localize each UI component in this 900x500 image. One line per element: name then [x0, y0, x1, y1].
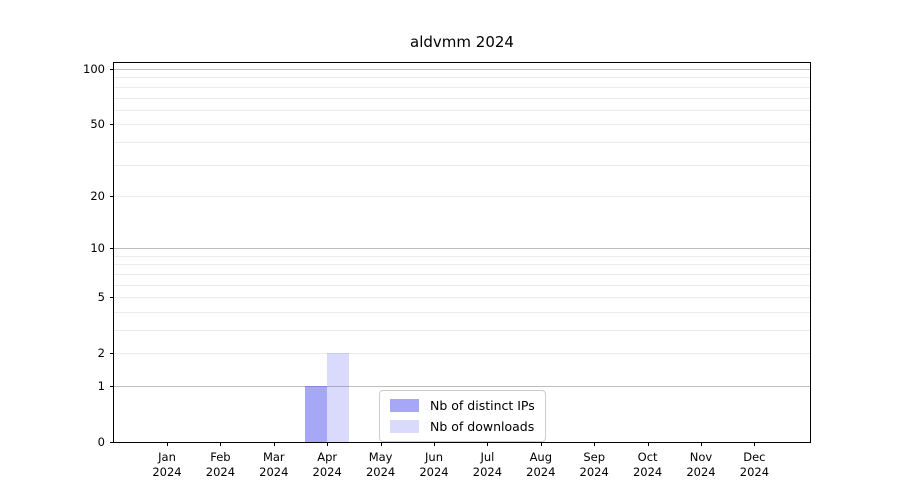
x-tick [754, 442, 756, 446]
gridline-minor [114, 124, 810, 126]
legend-swatch-downloads-icon [390, 420, 419, 433]
gridline-minor [114, 297, 810, 299]
legend-label-distinct-ips: Nb of distinct IPs [430, 398, 535, 413]
x-tick [327, 442, 329, 446]
y-tick-label: 10 [90, 241, 105, 256]
y-tick [110, 248, 114, 250]
gridline-minor [114, 164, 810, 166]
x-tick [487, 442, 489, 446]
y-tick [110, 195, 114, 197]
x-tick [647, 442, 649, 446]
y-tick [110, 353, 114, 355]
x-tick-label: Oct 2024 [632, 450, 663, 479]
gridline-minor [114, 195, 810, 197]
gridline-minor [114, 353, 810, 355]
x-tick [434, 442, 435, 446]
y-tick [110, 442, 114, 443]
legend-swatch-distinct-ips-icon [390, 399, 419, 412]
y-tick [110, 297, 114, 299]
chart-title: aldvmm 2024 [410, 33, 514, 51]
gridline-minor [114, 141, 810, 143]
y-tick-label: 2 [97, 346, 105, 361]
legend: Nb of distinct IPs Nb of downloads [379, 390, 546, 442]
gridline-minor [114, 97, 810, 99]
gridline-minor [114, 255, 810, 257]
gridline-minor [114, 264, 810, 266]
x-tick-label: Jan 2024 [152, 450, 182, 479]
x-tick-label: Apr 2024 [312, 450, 342, 479]
x-tick [380, 442, 382, 446]
legend-item-downloads: Nb of downloads [390, 419, 535, 434]
x-tick-label: Jul 2024 [472, 450, 503, 479]
x-tick-label: Nov 2024 [686, 450, 716, 479]
y-tick-label: 5 [97, 290, 105, 305]
x-tick [273, 442, 275, 446]
y-tick-label: 1 [97, 379, 105, 393]
gridline-minor [114, 109, 810, 111]
bar-downloads [327, 353, 350, 442]
gridline-decade [114, 248, 810, 250]
x-tick [220, 442, 222, 446]
x-tick [540, 442, 542, 446]
legend-item-distinct-ips: Nb of distinct IPs [390, 398, 535, 413]
y-tick [110, 69, 114, 70]
gridline-minor [114, 311, 810, 313]
gridline-minor [114, 284, 810, 286]
plot-area: Nb of distinct IPs Nb of downloads Jan 2… [83, 62, 811, 479]
y-tick [110, 124, 114, 126]
y-tick-label: 100 [83, 62, 105, 76]
x-tick [594, 442, 596, 446]
x-tick-label: Aug 2024 [526, 450, 556, 479]
gridline-minor [114, 330, 810, 331]
x-tick-label: Sep 2024 [579, 450, 609, 479]
x-tick-label: Dec 2024 [739, 450, 770, 479]
gridline-minor [114, 273, 810, 275]
gridline-minor [114, 77, 810, 79]
x-tick-label: Jun 2024 [419, 450, 449, 479]
gridline-minor [114, 86, 810, 88]
gridline-decade [114, 69, 810, 70]
y-tick-label: 0 [97, 435, 105, 449]
x-tick-label: Mar 2024 [259, 450, 289, 479]
y-tick-label: 20 [90, 188, 105, 203]
y-tick-label: 50 [90, 117, 105, 132]
legend-label-downloads: Nb of downloads [430, 419, 535, 434]
gridline-decade [114, 386, 810, 387]
x-tick [167, 442, 168, 446]
x-tick-label: Feb 2024 [205, 450, 236, 479]
x-tick-label: May 2024 [365, 450, 396, 479]
y-tick [110, 386, 114, 387]
x-tick [701, 442, 702, 446]
bar-distinct-ips [305, 386, 328, 442]
